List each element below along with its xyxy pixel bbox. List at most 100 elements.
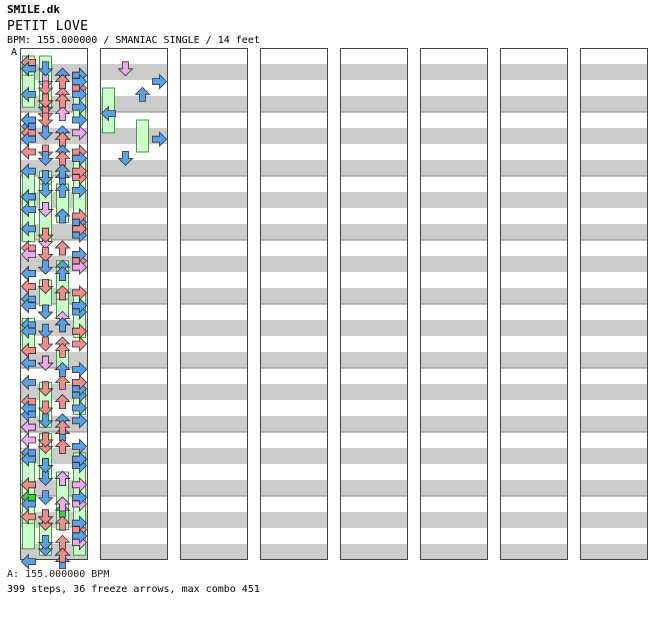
- stripe: [580, 416, 648, 432]
- arrow-up-icon: [54, 93, 71, 109]
- stripe: [580, 272, 648, 288]
- stripe: [20, 416, 88, 432]
- arrow-down-icon: [37, 246, 54, 262]
- stripe: [500, 544, 568, 560]
- stripe: [100, 176, 168, 192]
- stripe: [100, 240, 168, 256]
- stripe: [20, 352, 88, 368]
- stripe: [580, 112, 648, 128]
- stripe: [260, 112, 328, 128]
- stripe: [100, 128, 168, 144]
- stripe: [180, 64, 248, 80]
- arrow-down-icon: [37, 381, 54, 397]
- stripe: [420, 432, 488, 448]
- stripe: [340, 144, 408, 160]
- stripe: [580, 304, 648, 320]
- arrow-left-icon: [20, 86, 36, 103]
- stripe: [260, 224, 328, 240]
- stripe: [580, 160, 648, 176]
- stripe: [340, 240, 408, 256]
- stripe: [180, 80, 248, 96]
- arrow-down-icon: [37, 304, 54, 320]
- stripe: [500, 384, 568, 400]
- stripe: [100, 224, 168, 240]
- arrow-right-icon: [72, 361, 88, 378]
- stripe: [20, 464, 88, 480]
- stripe: [580, 144, 648, 160]
- stripe: [20, 400, 88, 416]
- stripe: [20, 384, 88, 400]
- stripe: [260, 448, 328, 464]
- stripe: [180, 464, 248, 480]
- stripe: [340, 464, 408, 480]
- arrow-down-icon: [37, 170, 54, 186]
- stripe: [20, 240, 88, 256]
- stripe: [260, 160, 328, 176]
- stripe: [500, 528, 568, 544]
- stripe: [260, 336, 328, 352]
- arrow-right-icon: [72, 336, 88, 352]
- stripe: [420, 368, 488, 384]
- arrow-up-icon: [54, 163, 71, 179]
- stripe: [180, 352, 248, 368]
- stripe: [180, 224, 248, 240]
- arrow-up-icon: [54, 515, 71, 531]
- stripe: [420, 256, 488, 272]
- stripe: [580, 80, 648, 96]
- stripe: [420, 416, 488, 432]
- stripe: [260, 240, 328, 256]
- stripe: [580, 432, 648, 448]
- stripe: [180, 48, 248, 64]
- stripe: [20, 432, 88, 448]
- stripe: [100, 416, 168, 432]
- arrow-up-icon: [134, 86, 151, 102]
- arrow-down-icon: [37, 202, 54, 218]
- stripe: [500, 448, 568, 464]
- stripe: [260, 496, 328, 512]
- stripe: [180, 144, 248, 160]
- stripe: [500, 416, 568, 432]
- chart-info: BPM: 155.000000 / SMANIAC SINGLE / 14 fe…: [7, 35, 260, 46]
- stripe: [100, 400, 168, 416]
- stripe: [340, 512, 408, 528]
- stripe: [340, 80, 408, 96]
- arrow-left-icon: [20, 144, 36, 160]
- arrow-left-icon: [20, 323, 36, 340]
- stripe: [180, 448, 248, 464]
- stripe: [500, 320, 568, 336]
- stripe: [420, 320, 488, 336]
- stripe: [260, 432, 328, 448]
- stripe: [180, 320, 248, 336]
- stripe: [500, 96, 568, 112]
- stripe: [420, 336, 488, 352]
- arrow-left-icon: [20, 374, 36, 391]
- stripe: [500, 480, 568, 496]
- stripe: [180, 176, 248, 192]
- arrow-up-icon: [54, 342, 71, 358]
- stripe: [20, 64, 88, 80]
- stripe: [580, 528, 648, 544]
- stripe: [260, 208, 328, 224]
- stripe: [180, 240, 248, 256]
- stripe: [260, 464, 328, 480]
- arrow-left-icon: [20, 60, 36, 77]
- stripe: [340, 96, 408, 112]
- arrow-left-icon: [20, 297, 36, 314]
- arrow-down-icon: [37, 93, 54, 109]
- arrow-right-icon: [72, 489, 88, 506]
- stripe: [580, 384, 648, 400]
- arrow-left-icon: [20, 553, 36, 570]
- stripe: [340, 208, 408, 224]
- stripe: [100, 160, 168, 176]
- arrow-down-icon: [37, 227, 54, 243]
- stripe: [100, 192, 168, 208]
- stripe: [420, 96, 488, 112]
- stripe: [180, 192, 248, 208]
- stripe: [20, 448, 88, 464]
- stripe: [420, 160, 488, 176]
- arrow-up-icon: [54, 182, 71, 198]
- bpm-marker: A: [11, 47, 18, 58]
- stripe: [20, 512, 88, 528]
- site-name: SMILE.dk: [7, 3, 60, 16]
- arrow-down-icon: [37, 490, 54, 506]
